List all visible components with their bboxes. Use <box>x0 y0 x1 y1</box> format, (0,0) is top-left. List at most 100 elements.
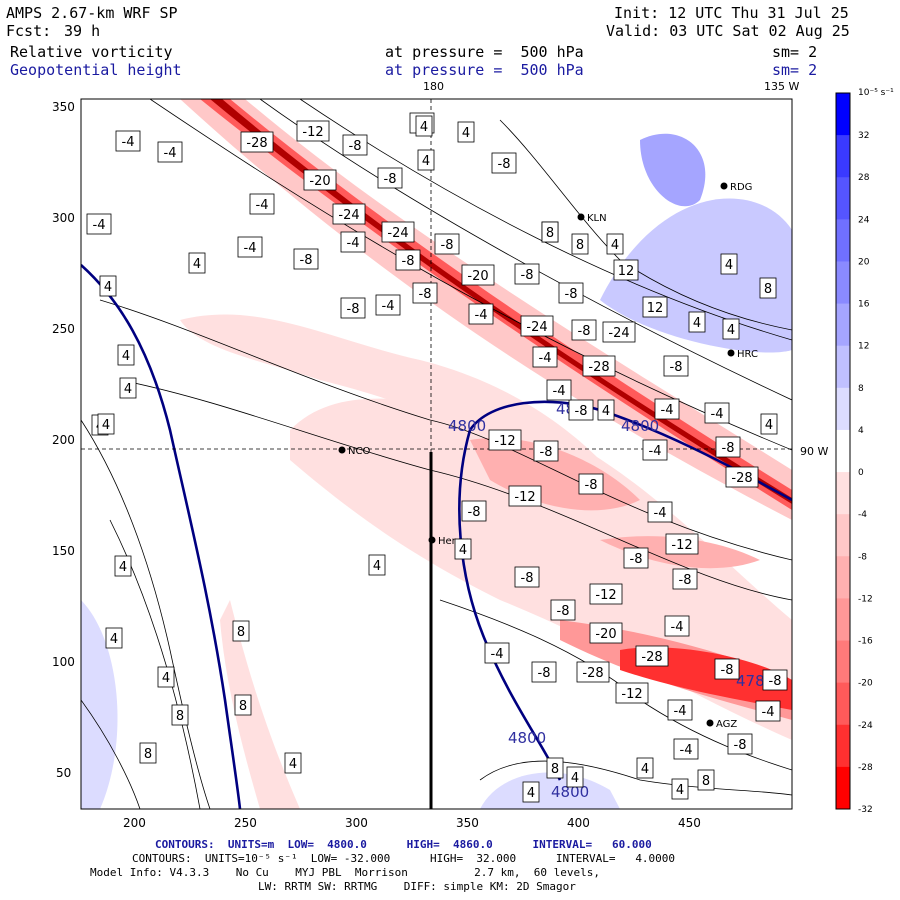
vorticity-contour-label: -4 <box>484 642 510 664</box>
colorbar-swatch <box>836 598 850 642</box>
x-tick: 450 <box>678 816 701 830</box>
station-label-kln: KLN <box>587 213 607 224</box>
svg-text:4: 4 <box>765 418 773 433</box>
vorticity-contour-label: 4 <box>157 666 175 688</box>
svg-text:4: 4 <box>420 120 428 135</box>
vorticity-contour-label: 4 <box>417 149 435 171</box>
height-contour <box>81 264 242 809</box>
y-tick: 250 <box>52 322 75 336</box>
vorticity-contour-label: -4 <box>375 294 401 316</box>
vorticity-contour-label: -28 <box>582 355 616 377</box>
vorticity-contour-label: 4 <box>606 233 624 255</box>
vorticity-contour-label: -4 <box>115 130 141 152</box>
svg-text:-8: -8 <box>419 287 432 302</box>
colorbar-level-label: -32 <box>858 805 873 815</box>
footer-height-contours: CONTOURS: UNITS=m LOW= 4800.0 HIGH= 4860… <box>155 838 652 851</box>
station-label-agz: AGZ <box>716 719 737 730</box>
field1-smoothing: sm= 2 <box>772 43 818 61</box>
colorbar-swatch <box>836 93 850 136</box>
svg-text:-4: -4 <box>475 308 488 323</box>
svg-text:-8: -8 <box>769 674 782 689</box>
svg-text:-12: -12 <box>595 588 616 603</box>
vorticity-contour-label: 4 <box>722 318 740 340</box>
vorticity-contour-label: -4 <box>249 193 275 215</box>
vorticity-contour-label: -4 <box>755 700 781 722</box>
vorticity-contour-label: -8 <box>395 249 421 271</box>
colorbar-swatch <box>836 429 850 473</box>
vorticity-contour-label: -8 <box>293 248 319 270</box>
vorticity-contour-label: -4 <box>647 501 673 523</box>
vorticity-contour-label: -8 <box>412 282 438 304</box>
svg-text:4: 4 <box>422 154 430 169</box>
longitude-180-label: 180 <box>423 80 444 93</box>
colorbar-level-label: 0 <box>858 468 864 478</box>
svg-text:4: 4 <box>104 280 112 295</box>
vorticity-contour-label: -8 <box>514 566 540 588</box>
vorticity-contour-label: -8 <box>714 658 740 680</box>
vorticity-contour-label: 4 <box>636 757 654 779</box>
model-title: AMPS 2.67-km WRF SP <box>6 4 178 22</box>
vorticity-contour-label: -8 <box>531 661 557 683</box>
station-label-rdg: RDG <box>730 182 752 193</box>
colorbar-level-label: -24 <box>858 721 873 731</box>
svg-text:4: 4 <box>124 382 132 397</box>
svg-text:4: 4 <box>462 126 470 141</box>
colorbar-swatch <box>836 724 850 768</box>
colorbar-level-label: 28 <box>858 173 870 183</box>
vorticity-contour-label: -8 <box>568 399 594 421</box>
svg-text:8: 8 <box>237 625 245 640</box>
colorbar-unit: 10⁻⁵ s⁻¹ <box>858 88 894 98</box>
svg-text:-8: -8 <box>578 324 591 339</box>
svg-text:-8: -8 <box>384 172 397 187</box>
svg-text:-20: -20 <box>595 627 616 642</box>
vorticity-contour-label: -12 <box>488 429 522 451</box>
vorticity-contour-label: -8 <box>672 568 698 590</box>
vorticity-contour-label: -4 <box>654 398 680 420</box>
vorticity-contour-label: -4 <box>667 699 693 721</box>
colorbar-level-label: -20 <box>858 679 873 689</box>
vorticity-contour-label: -4 <box>532 346 558 368</box>
y-tick: 200 <box>52 433 75 447</box>
svg-text:-4: -4 <box>649 444 662 459</box>
svg-text:-8: -8 <box>679 573 692 588</box>
svg-text:12: 12 <box>618 264 635 279</box>
svg-text:8: 8 <box>239 699 247 714</box>
vorticity-contour-label: -12 <box>665 533 699 555</box>
vorticity-contour-label: -20 <box>461 264 495 286</box>
svg-text:-28: -28 <box>731 471 752 486</box>
vorticity-contour-label: -8 <box>434 233 460 255</box>
vorticity-contour-label: -4 <box>86 213 112 235</box>
station-dot <box>727 349 735 357</box>
vorticity-contour-label: -8 <box>663 355 689 377</box>
vorticity-contour-label: -12 <box>615 682 649 704</box>
vorticity-contour-label: -8 <box>578 473 604 495</box>
forecast-label: Fcst: <box>6 22 52 40</box>
field2-level: at pressure = 500 hPa <box>385 61 584 79</box>
vorticity-contour-label: -4 <box>340 231 366 253</box>
y-tick: 350 <box>52 100 75 114</box>
svg-text:-4: -4 <box>674 704 687 719</box>
colorbar-level-label: 20 <box>858 257 870 267</box>
vorticity-contour-label: 4 <box>97 413 115 435</box>
colorbar-frame <box>835 92 851 810</box>
init-time: Init: 12 UTC Thu 31 Jul 25 <box>614 4 849 22</box>
colorbar-level-label: -4 <box>858 510 867 520</box>
svg-text:-8: -8 <box>565 287 578 302</box>
colorbar-swatch <box>836 472 850 515</box>
station-dot <box>428 536 436 544</box>
svg-text:-4: -4 <box>711 407 724 422</box>
vorticity-contour-label: -8 <box>623 547 649 569</box>
svg-text:-8: -8 <box>722 441 735 456</box>
vorticity-contour-label: -8 <box>340 297 366 319</box>
vorticity-contour-label: 4 <box>597 399 615 421</box>
height-contour-label: 4800 <box>448 417 486 435</box>
svg-text:-12: -12 <box>302 125 323 140</box>
vorticity-contour-label: 4 <box>99 275 117 297</box>
svg-text:-20: -20 <box>309 174 330 189</box>
svg-text:-8: -8 <box>630 552 643 567</box>
svg-text:-8: -8 <box>521 571 534 586</box>
field2-name: Geopotential height <box>10 61 182 79</box>
vorticity-contour-label: -8 <box>514 263 540 285</box>
vorticity-contour-label: 4 <box>188 252 206 274</box>
station-dot <box>706 719 714 727</box>
